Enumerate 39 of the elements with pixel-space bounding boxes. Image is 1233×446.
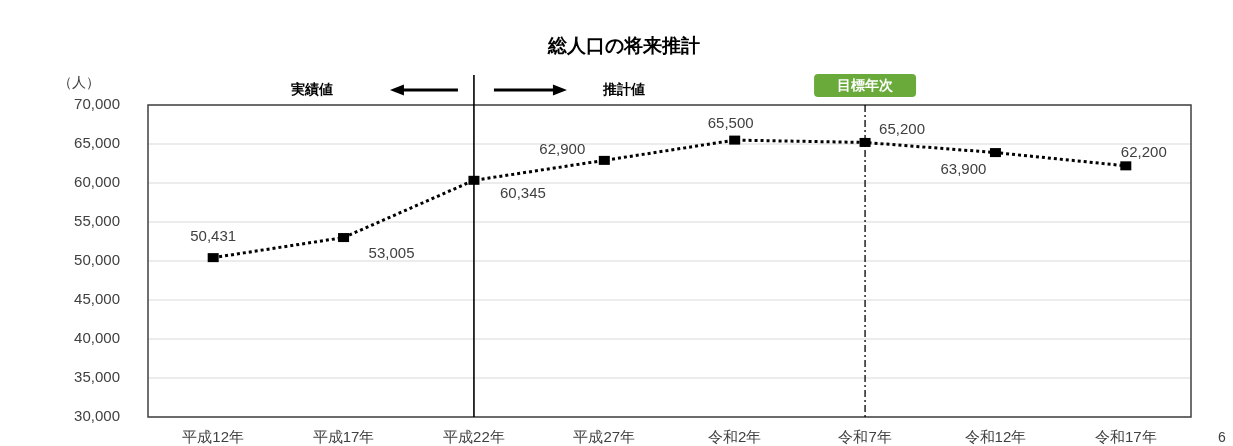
y-tick-label: 70,000 bbox=[74, 94, 120, 112]
y-tick-label: 45,000 bbox=[74, 289, 120, 307]
data-label: 53,005 bbox=[368, 243, 415, 261]
y-tick-label: 65,000 bbox=[74, 133, 120, 151]
x-tick-label: 平成27年 bbox=[573, 427, 636, 445]
data-label: 63,900 bbox=[940, 159, 987, 177]
data-label: 65,200 bbox=[879, 120, 926, 138]
y-axis-title: （人） bbox=[58, 73, 100, 90]
data-label: 50,431 bbox=[190, 226, 237, 244]
text: 推計値 bbox=[601, 80, 645, 97]
chart-title: 総人口の将来推計 bbox=[547, 35, 700, 57]
x-tick-label: 平成22年 bbox=[443, 427, 505, 445]
point bbox=[338, 233, 350, 243]
x-tick-label: 平成12年 bbox=[182, 427, 245, 445]
x-tick-label: 令和7年 bbox=[838, 427, 892, 445]
point bbox=[207, 253, 219, 263]
y-tick-label: 40,000 bbox=[74, 328, 120, 346]
point bbox=[989, 148, 1001, 158]
y-tick-label: 35,000 bbox=[74, 367, 120, 385]
data-label: 60,345 bbox=[499, 184, 546, 202]
point bbox=[729, 135, 741, 145]
x-tick-label: 平成17年 bbox=[312, 427, 375, 445]
x-tick-label: 令和17年 bbox=[1094, 427, 1157, 445]
point bbox=[859, 137, 871, 147]
data-label: 62,900 bbox=[539, 140, 586, 158]
text: 6 bbox=[1218, 428, 1227, 445]
point bbox=[598, 155, 610, 165]
y-tick-label: 30,000 bbox=[74, 406, 120, 424]
data-label: 62,200 bbox=[1120, 142, 1167, 160]
data-label: 65,500 bbox=[707, 114, 754, 132]
x-tick-label: 令和12年 bbox=[964, 427, 1027, 445]
text: 実績値 bbox=[290, 80, 333, 97]
x-tick-label: 令和2年 bbox=[708, 427, 762, 445]
y-tick-label: 60,000 bbox=[74, 172, 120, 190]
y-tick-label: 50,000 bbox=[74, 250, 120, 268]
point bbox=[1120, 161, 1132, 171]
ref-line-label: 目標年次 bbox=[837, 76, 895, 93]
y-tick-label: 55,000 bbox=[74, 211, 120, 229]
point bbox=[468, 175, 480, 185]
